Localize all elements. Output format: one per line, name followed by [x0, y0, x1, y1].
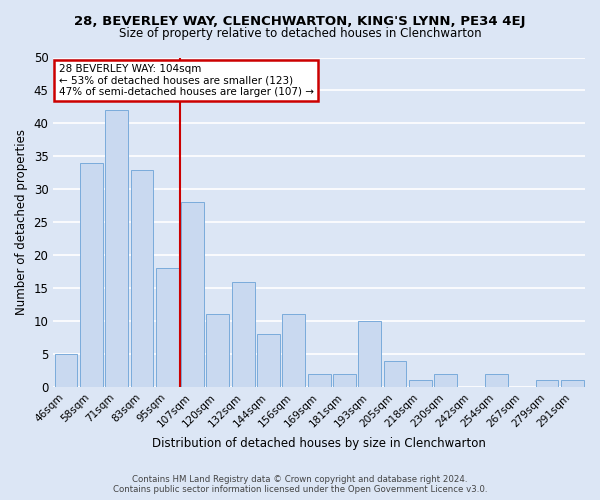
Text: Contains HM Land Registry data © Crown copyright and database right 2024.: Contains HM Land Registry data © Crown c…: [132, 475, 468, 484]
Bar: [561, 380, 584, 387]
Bar: [206, 314, 229, 387]
Text: 28 BEVERLEY WAY: 104sqm
← 53% of detached houses are smaller (123)
47% of semi-d: 28 BEVERLEY WAY: 104sqm ← 53% of detache…: [59, 64, 314, 98]
Bar: [384, 360, 406, 387]
Bar: [283, 314, 305, 387]
Y-axis label: Number of detached properties: Number of detached properties: [15, 129, 28, 315]
Bar: [232, 282, 254, 387]
Bar: [485, 374, 508, 387]
Bar: [55, 354, 77, 387]
Bar: [536, 380, 559, 387]
Bar: [131, 170, 154, 387]
Text: Size of property relative to detached houses in Clenchwarton: Size of property relative to detached ho…: [119, 28, 481, 40]
Bar: [409, 380, 432, 387]
Bar: [257, 334, 280, 387]
Bar: [80, 163, 103, 387]
Bar: [105, 110, 128, 387]
X-axis label: Distribution of detached houses by size in Clenchwarton: Distribution of detached houses by size …: [152, 437, 486, 450]
Bar: [358, 321, 381, 387]
Text: Contains public sector information licensed under the Open Government Licence v3: Contains public sector information licen…: [113, 485, 487, 494]
Bar: [181, 202, 204, 387]
Text: 28, BEVERLEY WAY, CLENCHWARTON, KING'S LYNN, PE34 4EJ: 28, BEVERLEY WAY, CLENCHWARTON, KING'S L…: [74, 15, 526, 28]
Bar: [308, 374, 331, 387]
Bar: [333, 374, 356, 387]
Bar: [434, 374, 457, 387]
Bar: [156, 268, 179, 387]
